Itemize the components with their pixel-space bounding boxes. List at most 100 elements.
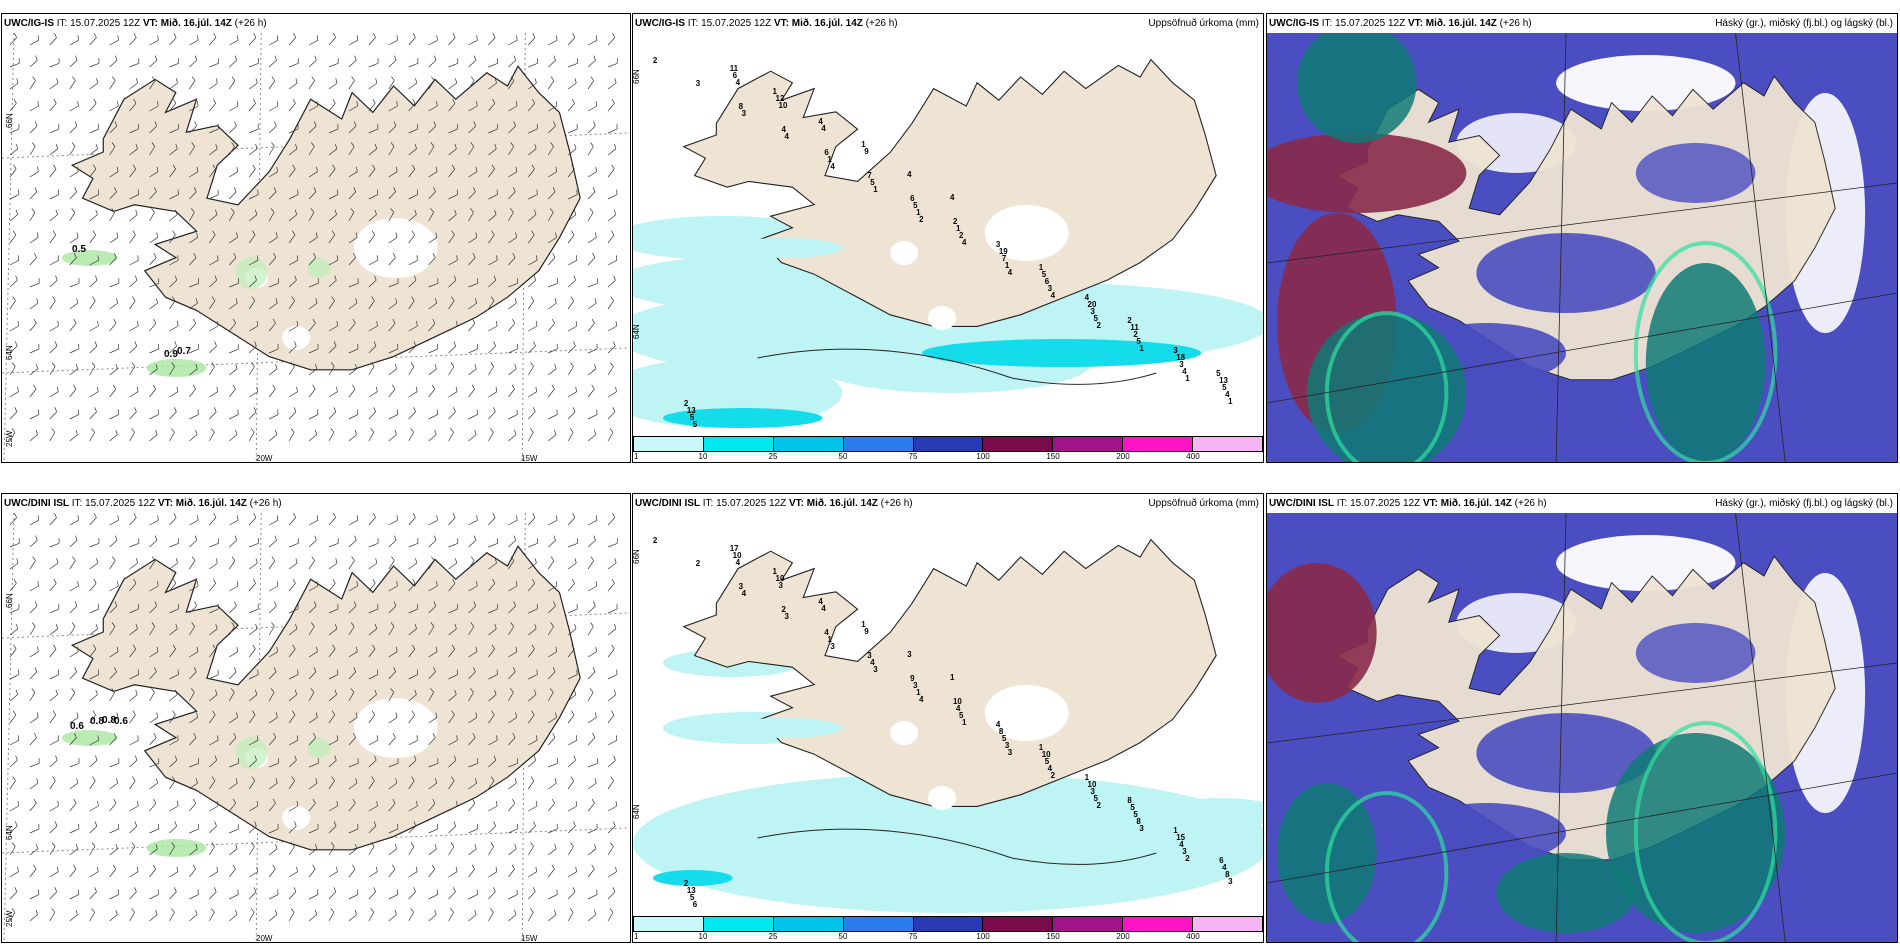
wind-barb: [587, 257, 596, 266]
wind-barb: [328, 912, 335, 922]
wind-barb: [56, 386, 59, 392]
precip-value-label: 4: [870, 658, 875, 667]
wind-barb: [547, 146, 554, 156]
precip-value-label: 1: [1005, 261, 1010, 270]
wind-barb: [570, 296, 575, 301]
wind-barb: [249, 128, 259, 134]
wind-barb: [216, 321, 219, 327]
wind-barb: [13, 98, 17, 104]
wind-barb: [93, 578, 97, 584]
wind-barb: [256, 321, 259, 327]
wind-barb: [274, 909, 278, 915]
wind-barb: [49, 871, 59, 878]
wind-barb: [368, 82, 378, 90]
wind-barb: [607, 517, 616, 526]
wind-barb: [488, 62, 498, 68]
wind-barb: [488, 760, 497, 768]
wind-barb: [413, 821, 417, 827]
wind-barb: [29, 368, 39, 376]
field-area: [1131, 755, 1252, 771]
wind-barb: [215, 623, 218, 629]
wind-barb: [315, 363, 318, 369]
precip-value-label: 1: [1039, 263, 1044, 272]
wind-barb: [113, 318, 117, 324]
precip-value-label: 4: [742, 589, 747, 598]
wind-barb: [468, 717, 477, 724]
wind-barb: [76, 778, 79, 784]
wind-barb: [169, 608, 179, 614]
wind-barb: [49, 325, 59, 332]
wind-barb: [410, 908, 414, 913]
wind-barb: [494, 78, 497, 84]
wind-barb: [528, 128, 538, 134]
wind-barb: [116, 166, 119, 172]
wind-barb: [169, 583, 177, 592]
wind-barb: [132, 296, 136, 301]
wind-barb: [213, 98, 217, 104]
wind-barb: [508, 914, 517, 922]
wind-barb: [232, 384, 236, 390]
wind-barb: [428, 80, 435, 90]
wind-barb: [428, 434, 437, 442]
wind-barb: [528, 674, 538, 680]
precip-value-label: 13: [687, 406, 696, 415]
wind-barb: [89, 234, 96, 244]
wind-barb: [174, 407, 177, 412]
wind-barb: [169, 542, 179, 548]
wind-barb: [9, 103, 17, 112]
field-area: [1556, 535, 1736, 591]
wind-barb: [535, 866, 538, 872]
wind-barb: [296, 801, 299, 807]
wind-barb: [488, 259, 498, 266]
wind-barb: [514, 429, 517, 435]
wind-barb: [52, 230, 57, 236]
wind-barb: [428, 237, 438, 244]
wind-barb: [9, 280, 18, 288]
wind-barb: [333, 341, 337, 347]
wind-barb: [396, 581, 398, 587]
wind-barb: [96, 558, 99, 564]
wind-barb: [292, 164, 296, 170]
wind-barb: [69, 348, 79, 354]
wind-barb: [454, 623, 457, 629]
wind-barb: [554, 909, 557, 915]
wind-barb: [89, 871, 99, 878]
wind-barb: [607, 825, 616, 834]
wind-barb: [536, 735, 538, 741]
wind-barb: [515, 232, 518, 238]
wind-barb: [388, 80, 395, 90]
wind-barb: [155, 843, 158, 849]
wind-barb: [229, 237, 238, 244]
wind-barb: [49, 103, 57, 112]
wind-barb: [528, 194, 538, 200]
wind-barb: [574, 143, 577, 149]
panel-header: UWC/IG-IS IT: 15.07.2025 12Z VT: Mið. 16…: [633, 14, 1263, 33]
wind-barb: [448, 648, 456, 658]
wind-barb: [75, 55, 78, 61]
wind-barb: [268, 105, 278, 112]
precip-value-label: 5: [1094, 314, 1099, 323]
wind-barb: [567, 583, 575, 592]
wind-barb: [488, 583, 496, 592]
wind-barb: [348, 368, 357, 376]
wind-barb: [57, 321, 59, 327]
field-area: [307, 258, 331, 278]
wind-barb: [391, 76, 395, 81]
wind-barb: [129, 325, 139, 332]
wind-barb: [573, 341, 576, 347]
wind-barb: [17, 801, 19, 807]
wind-barb: [89, 345, 98, 354]
wind-barb: [348, 105, 358, 112]
wind-barb: [368, 714, 375, 724]
wind-barb: [314, 535, 317, 541]
wind-barb: [237, 515, 239, 521]
wind-barb: [454, 143, 457, 149]
wind-barb: [189, 257, 197, 266]
wind-barb: [288, 583, 296, 592]
wind-barb: [275, 298, 278, 304]
wind-barb: [388, 39, 398, 46]
wind-barb: [611, 164, 615, 170]
wind-barb: [334, 689, 337, 695]
wind-barb: [29, 171, 39, 178]
wind-barb: [411, 230, 415, 236]
